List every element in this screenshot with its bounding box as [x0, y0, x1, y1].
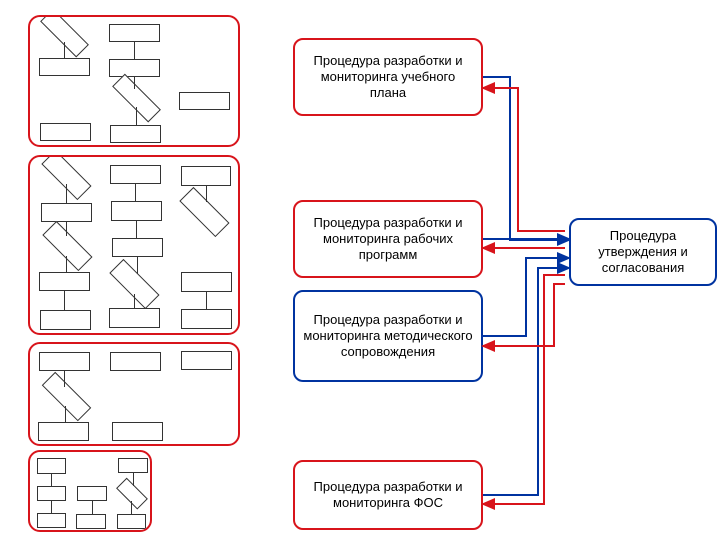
label: Процедура разработки и мониторинга ФОС [301, 479, 475, 512]
box-curriculum: Процедура разработки и мониторинга учебн… [293, 38, 483, 116]
flowchart-thumb-1 [28, 155, 240, 335]
box-work-programs: Процедура разработки и мониторинга рабоч… [293, 200, 483, 278]
box-approval: Процедура утверждения и согласования [569, 218, 717, 286]
flowchart-thumb-0 [28, 15, 240, 147]
diagram-root: { "boxes": { "b1": {"text": "Процедура р… [0, 0, 720, 540]
box-methodical: Процедура разработки и мониторинга метод… [293, 290, 483, 382]
label: Процедура разработки и мониторинга учебн… [301, 53, 475, 102]
label: Процедура разработки и мониторинга рабоч… [301, 215, 475, 264]
flowchart-thumb-3 [28, 450, 152, 532]
label: Процедура разработки и мониторинга метод… [301, 312, 475, 361]
box-fos: Процедура разработки и мониторинга ФОС [293, 460, 483, 530]
flowchart-thumb-2 [28, 342, 240, 446]
label: Процедура утверждения и согласования [577, 228, 709, 277]
